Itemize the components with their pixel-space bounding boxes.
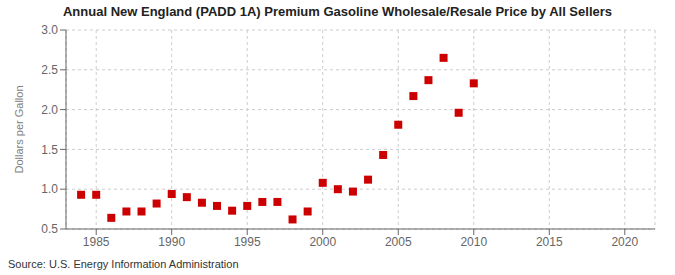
svg-text:2.5: 2.5 xyxy=(41,63,58,77)
svg-text:1.5: 1.5 xyxy=(41,143,58,157)
svg-text:1995: 1995 xyxy=(234,235,261,249)
svg-text:1990: 1990 xyxy=(158,235,185,249)
svg-text:2020: 2020 xyxy=(611,235,638,249)
svg-text:2000: 2000 xyxy=(309,235,336,249)
html-text:Source: U.S. Energy Informatio: Source: U.S. Energy Information Administ… xyxy=(8,258,239,270)
svg-text:1.0: 1.0 xyxy=(41,182,58,196)
svg-text:1985: 1985 xyxy=(83,235,110,249)
svg-text:3.0: 3.0 xyxy=(41,24,58,37)
html-text:Annual New England (PADD 1A) P: Annual New England (PADD 1A) Premium Gas… xyxy=(63,4,612,19)
svg-text:2005: 2005 xyxy=(385,235,412,249)
svg-text:0.5: 0.5 xyxy=(41,222,58,236)
svg-text:Dollars per Gallon: Dollars per Gallon xyxy=(13,85,25,173)
svg-text:2.0: 2.0 xyxy=(41,103,58,117)
svg-text:2010: 2010 xyxy=(460,235,487,249)
svg-text:2015: 2015 xyxy=(536,235,563,249)
